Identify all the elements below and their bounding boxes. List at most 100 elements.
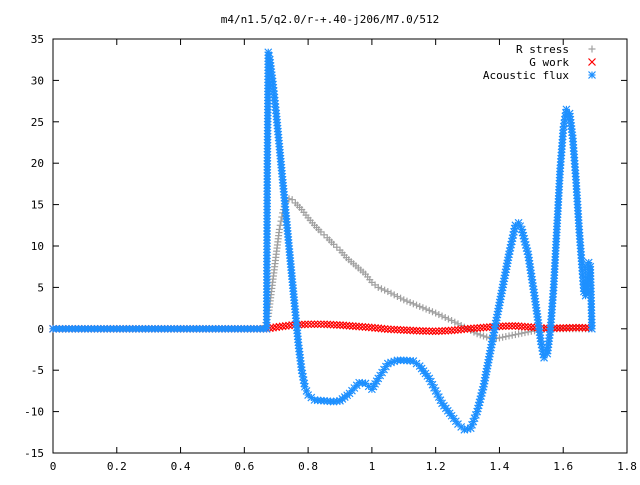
g-work-point (374, 324, 383, 333)
r-stress-point (288, 196, 296, 204)
x-tick-label: 0.4 (171, 460, 191, 473)
g-work-point (320, 320, 328, 329)
g-work-point (393, 325, 402, 334)
g-work-point (565, 323, 574, 332)
g-work-point (285, 321, 293, 330)
r-stress-point (374, 283, 382, 291)
legend-marker-g-work (588, 58, 596, 66)
r-stress-point (413, 301, 421, 309)
g-work-point (418, 327, 427, 335)
r-stress-point (441, 314, 449, 322)
g-work-point (559, 324, 568, 332)
g-work-point (307, 320, 316, 329)
y-tick-label: -10 (24, 406, 44, 419)
r-stress-point (438, 312, 446, 320)
y-tick-label: 25 (31, 116, 44, 129)
y-tick-label: 10 (31, 240, 44, 253)
g-work-point (556, 324, 564, 332)
r-stress-point (416, 302, 424, 310)
r-stress-point (435, 311, 443, 319)
g-work-point (473, 324, 482, 332)
g-work-point (396, 325, 405, 334)
g-work-point (466, 324, 475, 333)
r-stress-point (495, 334, 503, 342)
r-stress-point (403, 297, 411, 305)
g-work-point (310, 320, 319, 329)
g-work-point (390, 325, 399, 334)
y-tick-label: 15 (31, 199, 44, 212)
r-stress-point (406, 298, 414, 306)
r-stress-point (377, 285, 385, 293)
g-work-point (355, 322, 364, 331)
g-work-point (364, 323, 373, 332)
g-work-point (313, 320, 322, 329)
g-work-point (434, 327, 443, 336)
g-work-point (339, 321, 348, 330)
r-stress-point (381, 286, 389, 294)
g-work-point (454, 325, 462, 334)
g-work-point (438, 327, 446, 335)
g-work-point (575, 323, 584, 332)
g-work-point (316, 320, 325, 329)
g-work-point (387, 325, 395, 334)
acoustic-flux-point (562, 105, 571, 114)
x-tick-label: 0.6 (234, 460, 254, 473)
x-tick-label: 0.8 (298, 460, 318, 473)
g-work-point (581, 323, 590, 332)
g-work-point (447, 326, 456, 335)
g-work-point (460, 325, 469, 334)
r-stress-point (518, 329, 526, 337)
g-work-point (517, 322, 526, 331)
g-work-point (377, 324, 386, 333)
g-work-point (511, 321, 520, 330)
r-stress-point (476, 331, 484, 339)
g-work-point (422, 327, 431, 335)
g-work-point (380, 324, 389, 333)
x-tick-label: 1 (369, 460, 376, 473)
r-stress-point (275, 225, 283, 233)
r-stress-point (502, 333, 510, 341)
y-tick-label: 20 (31, 157, 44, 170)
r-stress-point (409, 300, 417, 308)
g-work-point (269, 323, 277, 332)
legend-label-g-work: G work (529, 56, 569, 69)
g-work-point (501, 322, 510, 331)
g-work-point (498, 322, 507, 331)
data-points (49, 48, 596, 434)
g-work-point (409, 326, 418, 335)
r-stress-point (276, 221, 284, 229)
g-work-point (342, 321, 351, 330)
r-stress-point (432, 309, 440, 317)
r-stress-point (508, 331, 516, 339)
g-work-point (383, 325, 392, 334)
legend-marker-r-stress (588, 45, 596, 53)
g-work-point (412, 326, 421, 335)
g-work-point (336, 321, 344, 329)
r-stress-point (384, 288, 392, 296)
r-stress-point (499, 333, 507, 341)
g-work-point (457, 325, 466, 334)
acoustic-flux-point (300, 382, 309, 391)
g-work-point (463, 324, 472, 333)
g-work-point (479, 323, 488, 332)
g-work-point (332, 320, 341, 329)
g-work-point (281, 321, 290, 330)
g-work-point (470, 324, 478, 333)
g-work-point (361, 323, 370, 331)
g-work-point (568, 323, 577, 332)
g-work-point (505, 322, 513, 330)
r-stress-point (425, 306, 433, 314)
acoustic-flux-point (587, 324, 596, 333)
g-work-point (562, 323, 571, 332)
r-stress-point (428, 308, 436, 316)
y-tick-label: 0 (37, 323, 44, 336)
g-work-point (521, 322, 529, 331)
g-work-point (323, 320, 332, 329)
g-work-point (508, 322, 517, 330)
r-stress-point (511, 331, 519, 339)
g-work-point (441, 326, 450, 335)
g-work-point (403, 326, 411, 335)
acoustic-flux-point (540, 353, 549, 362)
g-work-point (415, 326, 424, 335)
